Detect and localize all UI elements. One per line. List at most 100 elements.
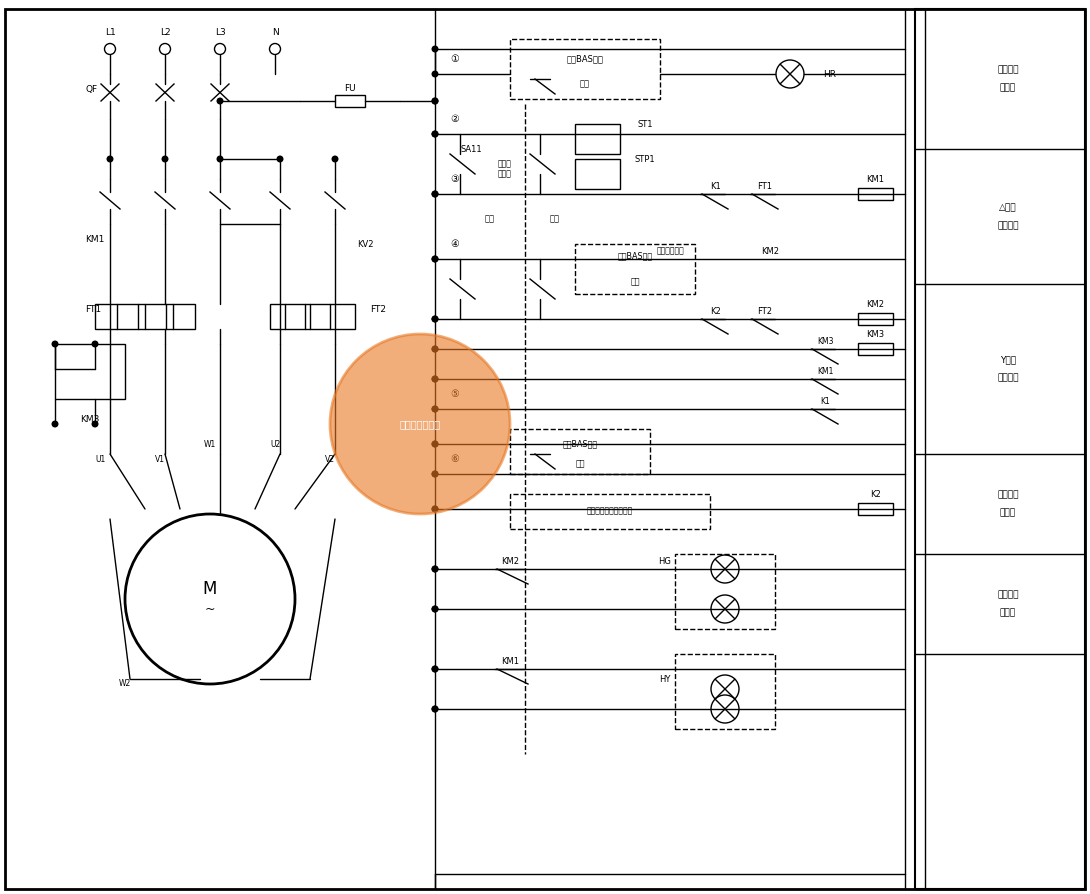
Text: W1: W1 xyxy=(204,440,216,449)
Circle shape xyxy=(217,156,223,163)
Circle shape xyxy=(331,156,339,163)
Circle shape xyxy=(776,60,804,88)
Text: K1: K1 xyxy=(820,397,829,406)
Text: Y接法: Y接法 xyxy=(1000,356,1016,365)
Circle shape xyxy=(432,375,438,383)
Text: FT2: FT2 xyxy=(758,307,773,316)
Text: L3: L3 xyxy=(215,28,226,37)
Text: QF: QF xyxy=(85,85,97,94)
Circle shape xyxy=(432,190,438,198)
Bar xyxy=(510,39,661,99)
Circle shape xyxy=(432,71,438,78)
Text: KM3: KM3 xyxy=(81,415,99,424)
Circle shape xyxy=(159,44,170,55)
Text: U1: U1 xyxy=(95,454,105,463)
Circle shape xyxy=(432,705,438,713)
Circle shape xyxy=(277,156,283,163)
Text: 信号灯: 信号灯 xyxy=(1000,609,1016,618)
Text: 触点: 触点 xyxy=(580,80,590,89)
Text: HY: HY xyxy=(659,674,670,684)
Circle shape xyxy=(432,406,438,412)
Circle shape xyxy=(432,46,438,53)
Circle shape xyxy=(215,44,226,55)
Text: 消防联动系统动作接点: 消防联动系统动作接点 xyxy=(586,507,633,516)
Text: V1: V1 xyxy=(155,454,165,463)
Circle shape xyxy=(432,705,438,713)
Circle shape xyxy=(432,470,438,477)
Circle shape xyxy=(105,44,116,55)
Bar xyxy=(510,494,710,529)
Bar xyxy=(576,159,620,189)
Text: 控制电源: 控制电源 xyxy=(997,65,1019,74)
Text: 高速运行: 高速运行 xyxy=(997,374,1019,383)
Bar xyxy=(858,503,893,515)
Text: ⑤: ⑤ xyxy=(450,389,459,399)
Text: 大楼BAS系统: 大楼BAS系统 xyxy=(617,251,653,260)
Circle shape xyxy=(125,514,295,684)
Circle shape xyxy=(432,316,438,323)
Text: 信号灯: 信号灯 xyxy=(1000,83,1016,92)
Circle shape xyxy=(51,341,59,348)
Text: KM1: KM1 xyxy=(816,367,833,375)
Bar xyxy=(335,95,365,107)
Circle shape xyxy=(432,316,438,323)
Circle shape xyxy=(432,605,438,612)
Circle shape xyxy=(432,256,438,263)
Text: 自动: 自动 xyxy=(550,215,560,224)
Text: KV2: KV2 xyxy=(356,240,373,249)
Text: 大楼BAS系统: 大楼BAS系统 xyxy=(567,55,604,63)
Circle shape xyxy=(432,375,438,383)
Circle shape xyxy=(432,505,438,512)
Bar xyxy=(270,304,355,329)
Bar xyxy=(510,429,650,474)
Text: 大楼BAS系统: 大楼BAS系统 xyxy=(562,440,597,449)
Text: FT1: FT1 xyxy=(758,181,773,190)
Circle shape xyxy=(217,97,223,105)
Bar xyxy=(95,304,195,329)
Circle shape xyxy=(432,505,438,512)
Circle shape xyxy=(711,595,739,623)
Text: 低速运行: 低速运行 xyxy=(997,221,1019,230)
Circle shape xyxy=(432,190,438,198)
Text: FT1: FT1 xyxy=(85,305,101,314)
Circle shape xyxy=(432,345,438,352)
Text: ~: ~ xyxy=(205,603,215,615)
Text: N: N xyxy=(271,28,278,37)
Circle shape xyxy=(432,566,438,572)
Text: 就地检
测按钮: 就地检 测按钮 xyxy=(498,159,512,179)
Bar xyxy=(858,313,893,325)
Text: KM3: KM3 xyxy=(865,330,884,339)
Text: 低速运行: 低速运行 xyxy=(997,591,1019,600)
Text: ②: ② xyxy=(450,114,459,124)
Circle shape xyxy=(107,156,113,163)
Text: ①: ① xyxy=(450,54,459,64)
Text: K2: K2 xyxy=(710,307,720,316)
Text: ST1: ST1 xyxy=(638,120,653,129)
Text: 维库电子市场网: 维库电子市场网 xyxy=(399,419,440,429)
Text: HG: HG xyxy=(658,556,671,566)
Bar xyxy=(858,188,893,200)
Circle shape xyxy=(432,665,438,672)
Text: 手动: 手动 xyxy=(485,215,495,224)
Circle shape xyxy=(711,675,739,703)
Text: U2: U2 xyxy=(270,440,280,449)
Bar xyxy=(576,244,695,294)
Text: K2: K2 xyxy=(870,490,881,499)
Text: KM2: KM2 xyxy=(865,299,884,308)
Text: ④: ④ xyxy=(450,239,459,249)
Text: KM1: KM1 xyxy=(85,234,105,243)
Text: KM1: KM1 xyxy=(501,656,519,665)
Text: 触点: 触点 xyxy=(576,460,584,468)
Circle shape xyxy=(161,156,169,163)
Text: FT2: FT2 xyxy=(370,305,386,314)
Bar xyxy=(576,124,620,154)
Text: STP1: STP1 xyxy=(634,155,655,164)
Circle shape xyxy=(51,420,59,427)
Circle shape xyxy=(269,44,280,55)
Circle shape xyxy=(432,665,438,672)
Circle shape xyxy=(432,256,438,263)
Text: W2: W2 xyxy=(119,679,131,688)
Circle shape xyxy=(432,566,438,572)
Text: L1: L1 xyxy=(105,28,116,37)
Text: KM2: KM2 xyxy=(761,247,779,256)
